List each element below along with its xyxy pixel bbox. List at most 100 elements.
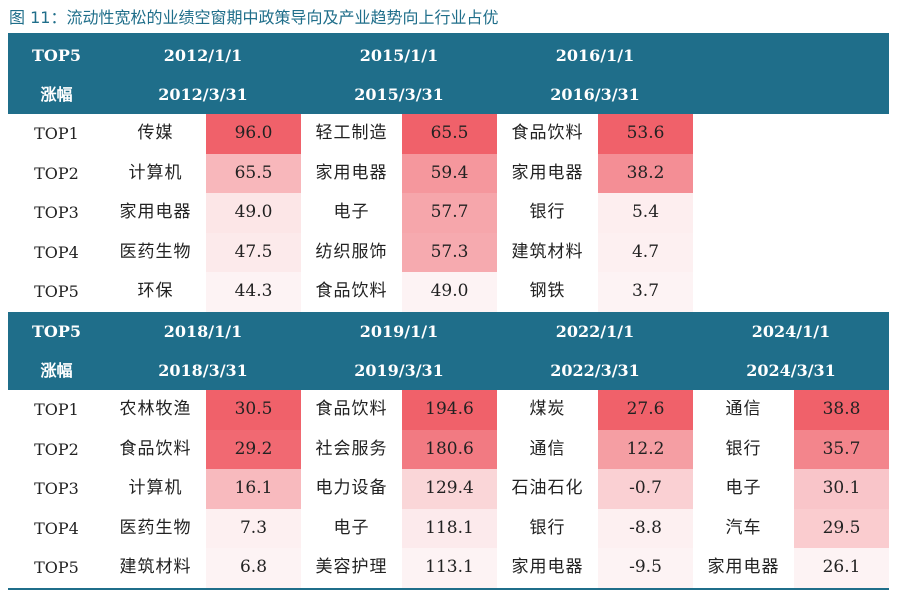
table-row: TOP3 家用电器 49.0 电子 57.7 银行 5.4 [8,193,889,233]
period-start-date: 2024/1/1 [751,322,831,341]
gain-value: 29.2 [206,429,301,470]
rank-label: TOP2 [34,439,79,459]
industry-name: 食品饮料 [315,399,388,419]
period-end-date [693,75,889,114]
title-rule [8,33,889,36]
period-start-date: 2015/1/1 [359,46,439,65]
gain-value: 44.3 [206,272,301,312]
rank-label: TOP5 [34,282,79,302]
gain-value: -9.5 [598,548,693,588]
gain-value: 30.1 [794,469,889,509]
gain-value: 194.6 [402,390,497,430]
period-end-date: 2024/3/31 [746,361,836,380]
gain-value: -8.8 [598,508,693,549]
gain-value [794,154,889,194]
industry-name: 电子 [333,517,370,538]
industry-name [693,272,794,312]
gain-value: 6.8 [206,548,301,588]
gain-value [794,193,889,233]
period-end-date: 2015/3/31 [354,85,444,104]
table-row: TOP4 医药生物 7.3 电子 118.1 银行 -8.8 汽车 29.5 [8,508,889,549]
industry-name: 轻工制造 [315,123,388,143]
industry-name: 食品饮料 [119,438,192,459]
period-end-date: 2019/3/31 [354,361,444,380]
rank-label: TOP3 [34,479,79,499]
table-row: TOP2 食品饮料 29.2 社会服务 180.6 通信 12.2 银行 35.7 [8,429,889,470]
rank-label: TOP1 [34,124,79,143]
industry-name: 通信 [529,438,566,459]
gain-value: 3.7 [598,272,693,312]
industry-name: 家用电器 [315,162,388,183]
industry-name: 石油石化 [511,478,584,499]
table-top: TOP5 涨幅 2012/1/1 2012/3/31 2015/1/1 2015/3/31… [8,36,889,312]
table-row: TOP3 计算机 16.1 电力设备 129.4 石油石化 -0.7 电子 30.1 [8,469,889,509]
table-bottom-rule [8,588,889,590]
gain-value: 118.1 [402,508,497,549]
period-end-date: 2022/3/31 [550,361,640,380]
gain-value: 129.4 [402,469,497,509]
industry-name: 社会服务 [315,438,388,459]
period-start-date [693,36,889,75]
period-start-date: 2019/1/1 [359,322,439,341]
gain-value: 5.4 [598,193,693,233]
gain-value: 35.7 [794,429,889,470]
industry-name: 食品饮料 [511,123,584,143]
gain-value: 113.1 [402,548,497,588]
header-top5-label: TOP5 [31,322,81,341]
industry-name: 建筑材料 [511,241,584,262]
rank-label: TOP2 [34,163,79,183]
industry-name: 电子 [725,478,762,499]
gain-value: -0.7 [598,469,693,509]
industry-name: 家用电器 [511,162,584,183]
gain-value: 38.2 [598,153,693,194]
industry-name: 医药生物 [119,517,192,538]
industry-name: 家用电器 [511,557,584,578]
gain-value: 4.7 [598,232,693,273]
industry-name: 银行 [529,517,566,538]
industry-name: 煤炭 [529,399,566,419]
table-row: TOP1 农林牧渔 30.5 食品饮料 194.6 煤炭 27.6 通信 38.8 [8,390,889,430]
gain-value: 65.5 [402,114,497,154]
gain-value [794,114,889,154]
period-start-date: 2016/1/1 [555,46,635,65]
gain-value: 47.5 [206,232,301,273]
figure-title: 图 11：流动性宽松的业绩空窗期中政策导向及产业趋势向上行业占优 [9,8,499,27]
gain-value: 49.0 [402,272,497,312]
table-row: TOP5 建筑材料 6.8 美容护理 113.1 家用电器 -9.5 家用电器 26.1 [8,548,889,588]
industry-name: 食品饮料 [315,281,388,302]
gain-value: 180.6 [402,429,497,470]
rank-label: TOP1 [34,400,79,419]
gain-value: 96.0 [206,114,301,154]
industry-name [693,154,794,194]
period-start-date: 2022/1/1 [555,322,635,341]
industry-name: 建筑材料 [119,557,192,578]
industry-name: 家用电器 [119,202,192,223]
gain-value: 7.3 [206,508,301,549]
period-end-date: 2018/3/31 [158,361,248,380]
industry-name: 电力设备 [315,478,388,499]
industry-name: 计算机 [128,162,183,183]
gain-value: 16.1 [206,469,301,509]
header-gain-label: 涨幅 [40,361,73,380]
industry-name: 农林牧渔 [119,399,192,419]
period-end-date: 2016/3/31 [550,85,640,104]
gain-value: 57.7 [402,193,497,233]
header-top5-label: TOP5 [31,46,81,65]
gain-value: 53.6 [598,114,693,154]
period-start-date: 2018/1/1 [163,322,243,341]
gain-value: 57.3 [402,232,497,273]
industry-name: 家用电器 [707,557,780,578]
industry-name: 汽车 [725,517,762,538]
industry-name: 纺织服饰 [315,241,388,262]
industry-name: 环保 [137,281,174,302]
gain-value: 27.6 [598,390,693,430]
table-row: TOP2 计算机 65.5 家用电器 59.4 家用电器 38.2 [8,153,889,194]
gain-value: 26.1 [794,548,889,588]
gain-value [794,272,889,312]
table-row: TOP5 环保 44.3 食品饮料 49.0 钢铁 3.7 [8,272,889,312]
industry-name [693,233,794,273]
gain-value: 38.8 [794,390,889,430]
gain-value: 65.5 [206,153,301,194]
industry-name: 银行 [529,202,566,223]
industry-name: 通信 [725,399,762,419]
